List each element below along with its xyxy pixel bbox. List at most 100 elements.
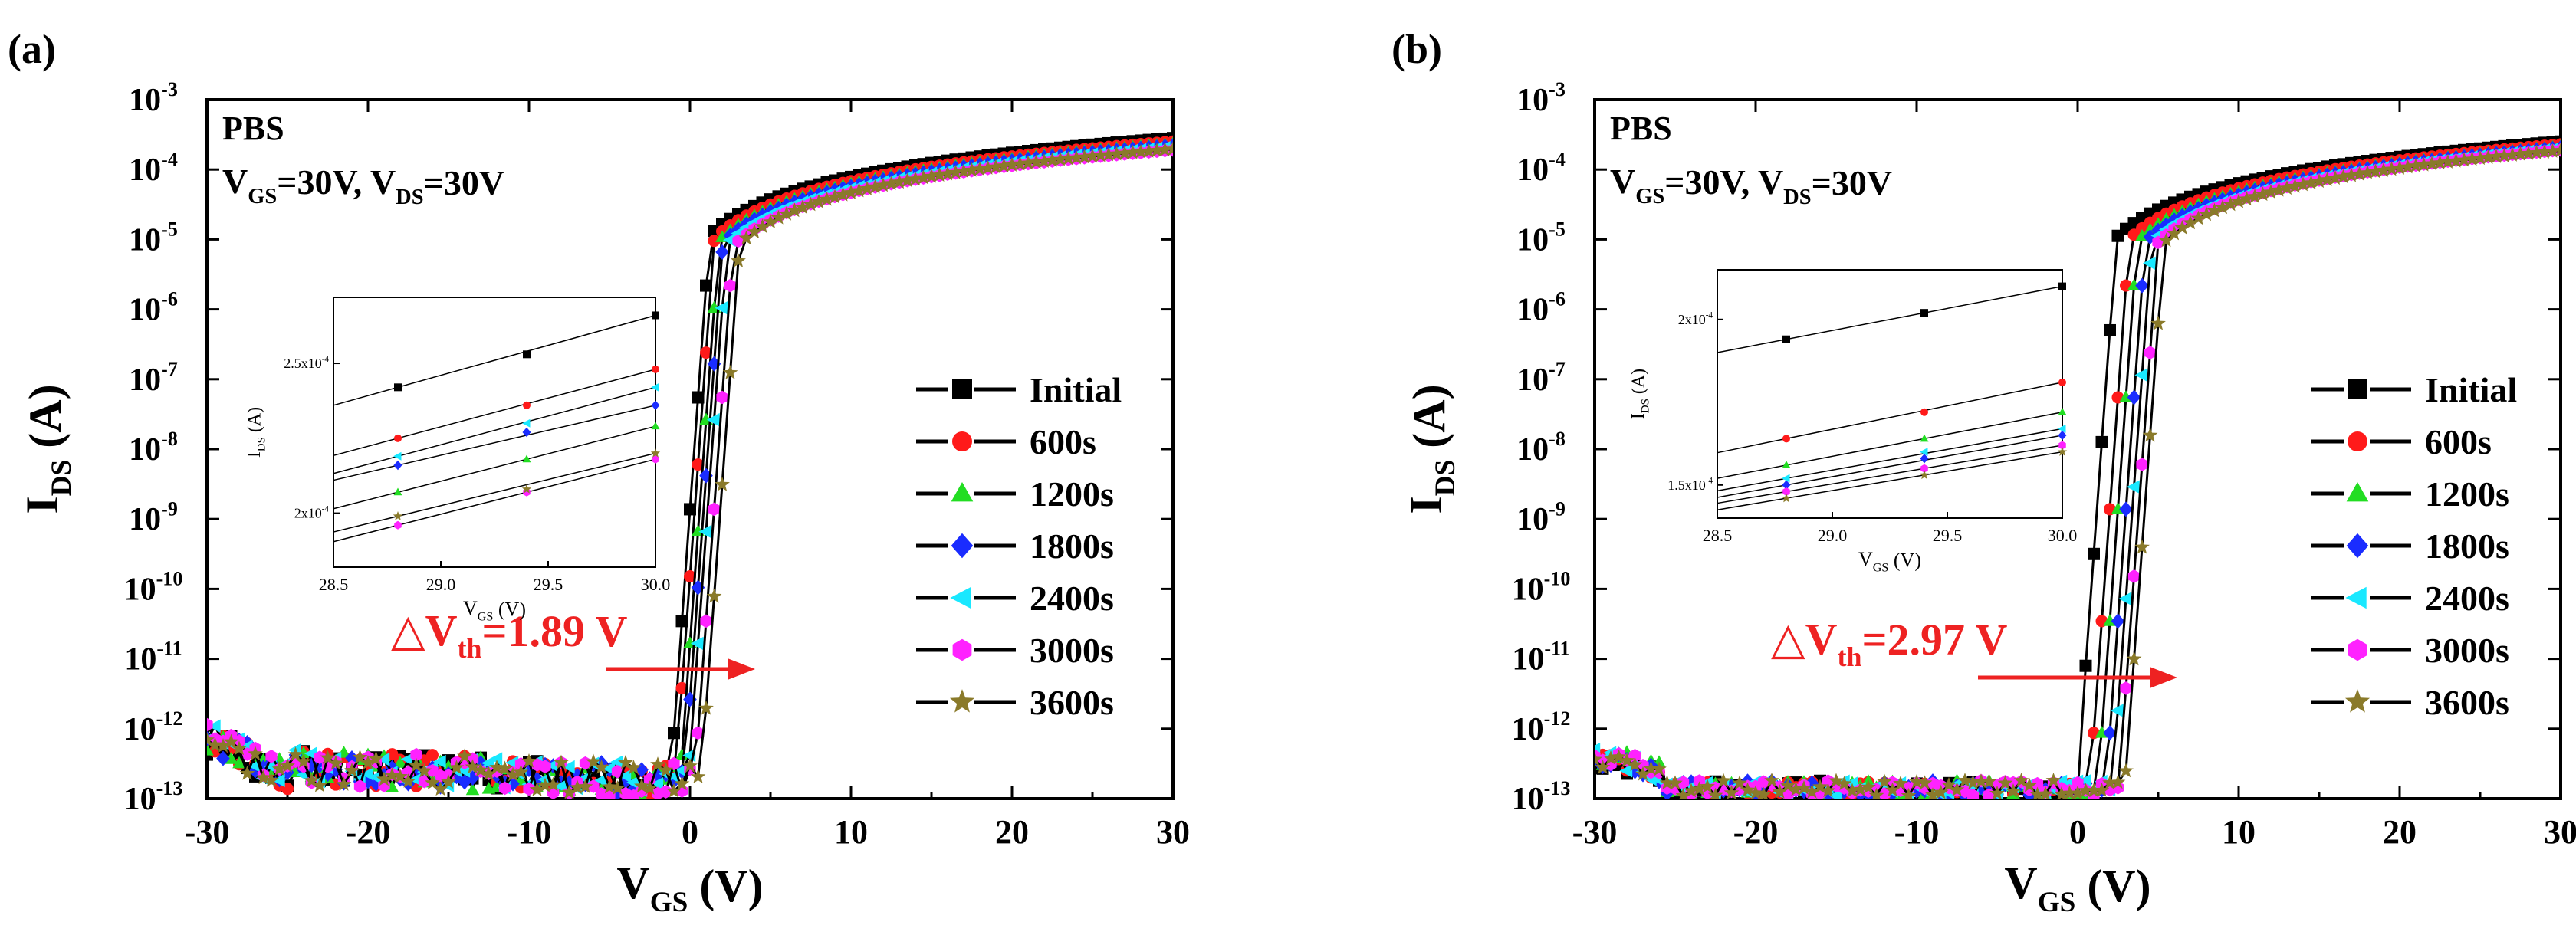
curve-marker-3600s xyxy=(1909,774,1924,789)
inset-marker-1800s xyxy=(2058,430,2067,441)
curve-marker-3600s xyxy=(899,172,915,188)
legend-marker-1800s xyxy=(2346,533,2369,559)
y-tick-label-part: -5 xyxy=(1549,218,1566,241)
curve-marker-2400s xyxy=(432,754,446,769)
curve-marker-3600s xyxy=(2199,206,2214,221)
curve-marker-3600s xyxy=(1092,147,1109,162)
curve-marker-3600s xyxy=(747,224,762,239)
curve-marker-1800s xyxy=(723,228,738,244)
curve-marker-2400s xyxy=(2118,592,2132,605)
y-tick-label-part: -11 xyxy=(156,638,182,660)
inset-marker-3600s xyxy=(393,511,403,520)
x-axis-title: VGS (V) xyxy=(616,858,763,918)
curve-marker-3600s xyxy=(2215,199,2230,215)
curve-marker-3000s xyxy=(1983,788,1996,799)
x-tick-label: -20 xyxy=(1733,813,1779,851)
inset-marker-Initial xyxy=(523,350,531,359)
inset-marker-1800s xyxy=(393,460,402,471)
curve-marker-600s xyxy=(700,346,712,359)
curve-marker-3600s xyxy=(336,776,352,791)
curve-marker-1800s xyxy=(635,762,649,778)
curve-marker-3600s xyxy=(731,253,746,267)
curve-marker-3600s xyxy=(288,746,304,762)
curve-marker-3600s xyxy=(2029,786,2045,799)
curve-marker-3600s xyxy=(650,756,665,771)
curve-marker-3600s xyxy=(586,753,601,769)
curve-marker-3600s xyxy=(2456,152,2472,167)
y-tick-label: 10-3 xyxy=(129,78,178,118)
curve-marker-3000s xyxy=(659,785,672,799)
curve-marker-3600s xyxy=(1732,775,1747,790)
y-tick-label-part: 10 xyxy=(1512,782,1544,817)
curve-marker-600s xyxy=(692,458,705,471)
curve-marker-3600s xyxy=(489,760,504,774)
curve-marker-3600s xyxy=(2360,165,2375,180)
curve-marker-3600s xyxy=(1085,148,1100,163)
y-tick-label: 10-8 xyxy=(1516,428,1566,468)
y-tick-label-part: 10 xyxy=(129,153,161,188)
curve-marker-3600s xyxy=(1101,146,1116,162)
inset-marker-1800s xyxy=(1920,453,1929,464)
curve-marker-3600s xyxy=(996,158,1012,173)
curve-marker-3600s xyxy=(2142,427,2158,442)
inset-marker-600s xyxy=(1921,408,1928,416)
curve-marker-3600s xyxy=(2384,161,2400,176)
y-tick-label: 10-6 xyxy=(1516,288,1566,328)
curve-marker-3600s xyxy=(360,755,376,769)
curve-marker-3600s xyxy=(1165,141,1173,156)
curve-marker-2400s xyxy=(561,760,575,774)
curve-marker-3600s xyxy=(2424,156,2440,171)
inset-fit-line-600s xyxy=(333,369,656,457)
inset-fit-line-3000s xyxy=(1717,445,2063,504)
curve-marker-3600s xyxy=(2376,162,2391,177)
inset-marker-1800s xyxy=(1782,480,1791,491)
curve-marker-3600s xyxy=(513,764,529,779)
inset-fit-line-3000s xyxy=(333,458,656,543)
inset-x-title-part: V xyxy=(463,597,478,619)
curve-marker-3600s xyxy=(1707,787,1723,799)
y-tick-label-part: 10 xyxy=(1516,153,1549,188)
curve-marker-1800s xyxy=(2127,389,2141,405)
curve-marker-3600s xyxy=(1845,783,1860,798)
y-tick-label: 10-7 xyxy=(1516,358,1566,398)
curve-marker-3600s xyxy=(1941,776,1957,792)
curve-marker-3600s xyxy=(344,763,360,777)
inset-y-title-part: (A) xyxy=(1629,369,1649,399)
x-tick-label: -20 xyxy=(346,813,391,851)
y-tick-label-part: 10 xyxy=(124,642,156,678)
curve-marker-3000s xyxy=(668,756,680,771)
curve-marker-3000s xyxy=(2031,776,2044,791)
curve-marker-3000s xyxy=(2136,458,2148,471)
legend-label: 3000s xyxy=(1030,631,1114,670)
inset-marker-1200s xyxy=(522,454,531,463)
curve-marker-2400s xyxy=(650,776,664,791)
curve-marker-1800s xyxy=(2135,277,2149,294)
curve-marker-3600s xyxy=(2078,783,2094,798)
y-tick-label: 10-10 xyxy=(1512,568,1571,608)
curve-marker-3600s xyxy=(988,159,1004,174)
curve-marker-3600s xyxy=(1852,782,1868,796)
inset-fit-line-Initial xyxy=(1717,285,2063,353)
curve-marker-3000s xyxy=(498,781,511,796)
curve-marker-3600s xyxy=(416,763,432,778)
curve-marker-3600s xyxy=(634,778,649,793)
y-tick-label: 10-3 xyxy=(1516,78,1566,118)
panel-a: (a)-30 -20 -10 0 10 20 3010-1310-1210-1110-101… xyxy=(8,26,1190,918)
inset-marker-1200s xyxy=(1920,434,1929,442)
x-tick-label: 10 xyxy=(2222,813,2256,851)
inset-y-tick-label-part: 2x10 xyxy=(294,506,322,521)
curve-marker-3600s xyxy=(770,209,787,225)
curve-marker-3600s xyxy=(1917,775,1933,790)
inset-marker-1800s xyxy=(522,427,531,438)
curve-marker-Initial xyxy=(2088,547,2100,560)
curve-marker-3600s xyxy=(1109,146,1125,161)
inset-y-tick-label-part: -4 xyxy=(1706,311,1714,320)
curve-marker-3600s xyxy=(972,161,987,176)
x-axis-title-part: V xyxy=(616,858,649,908)
curve-marker-3600s xyxy=(2312,173,2327,189)
curve-marker-3600s xyxy=(2239,191,2255,206)
curve-marker-3600s xyxy=(1627,756,1643,772)
y-tick-label-part: -8 xyxy=(161,428,178,450)
curve-marker-3600s xyxy=(666,783,682,798)
text-pbs: PBS xyxy=(1610,110,1672,147)
